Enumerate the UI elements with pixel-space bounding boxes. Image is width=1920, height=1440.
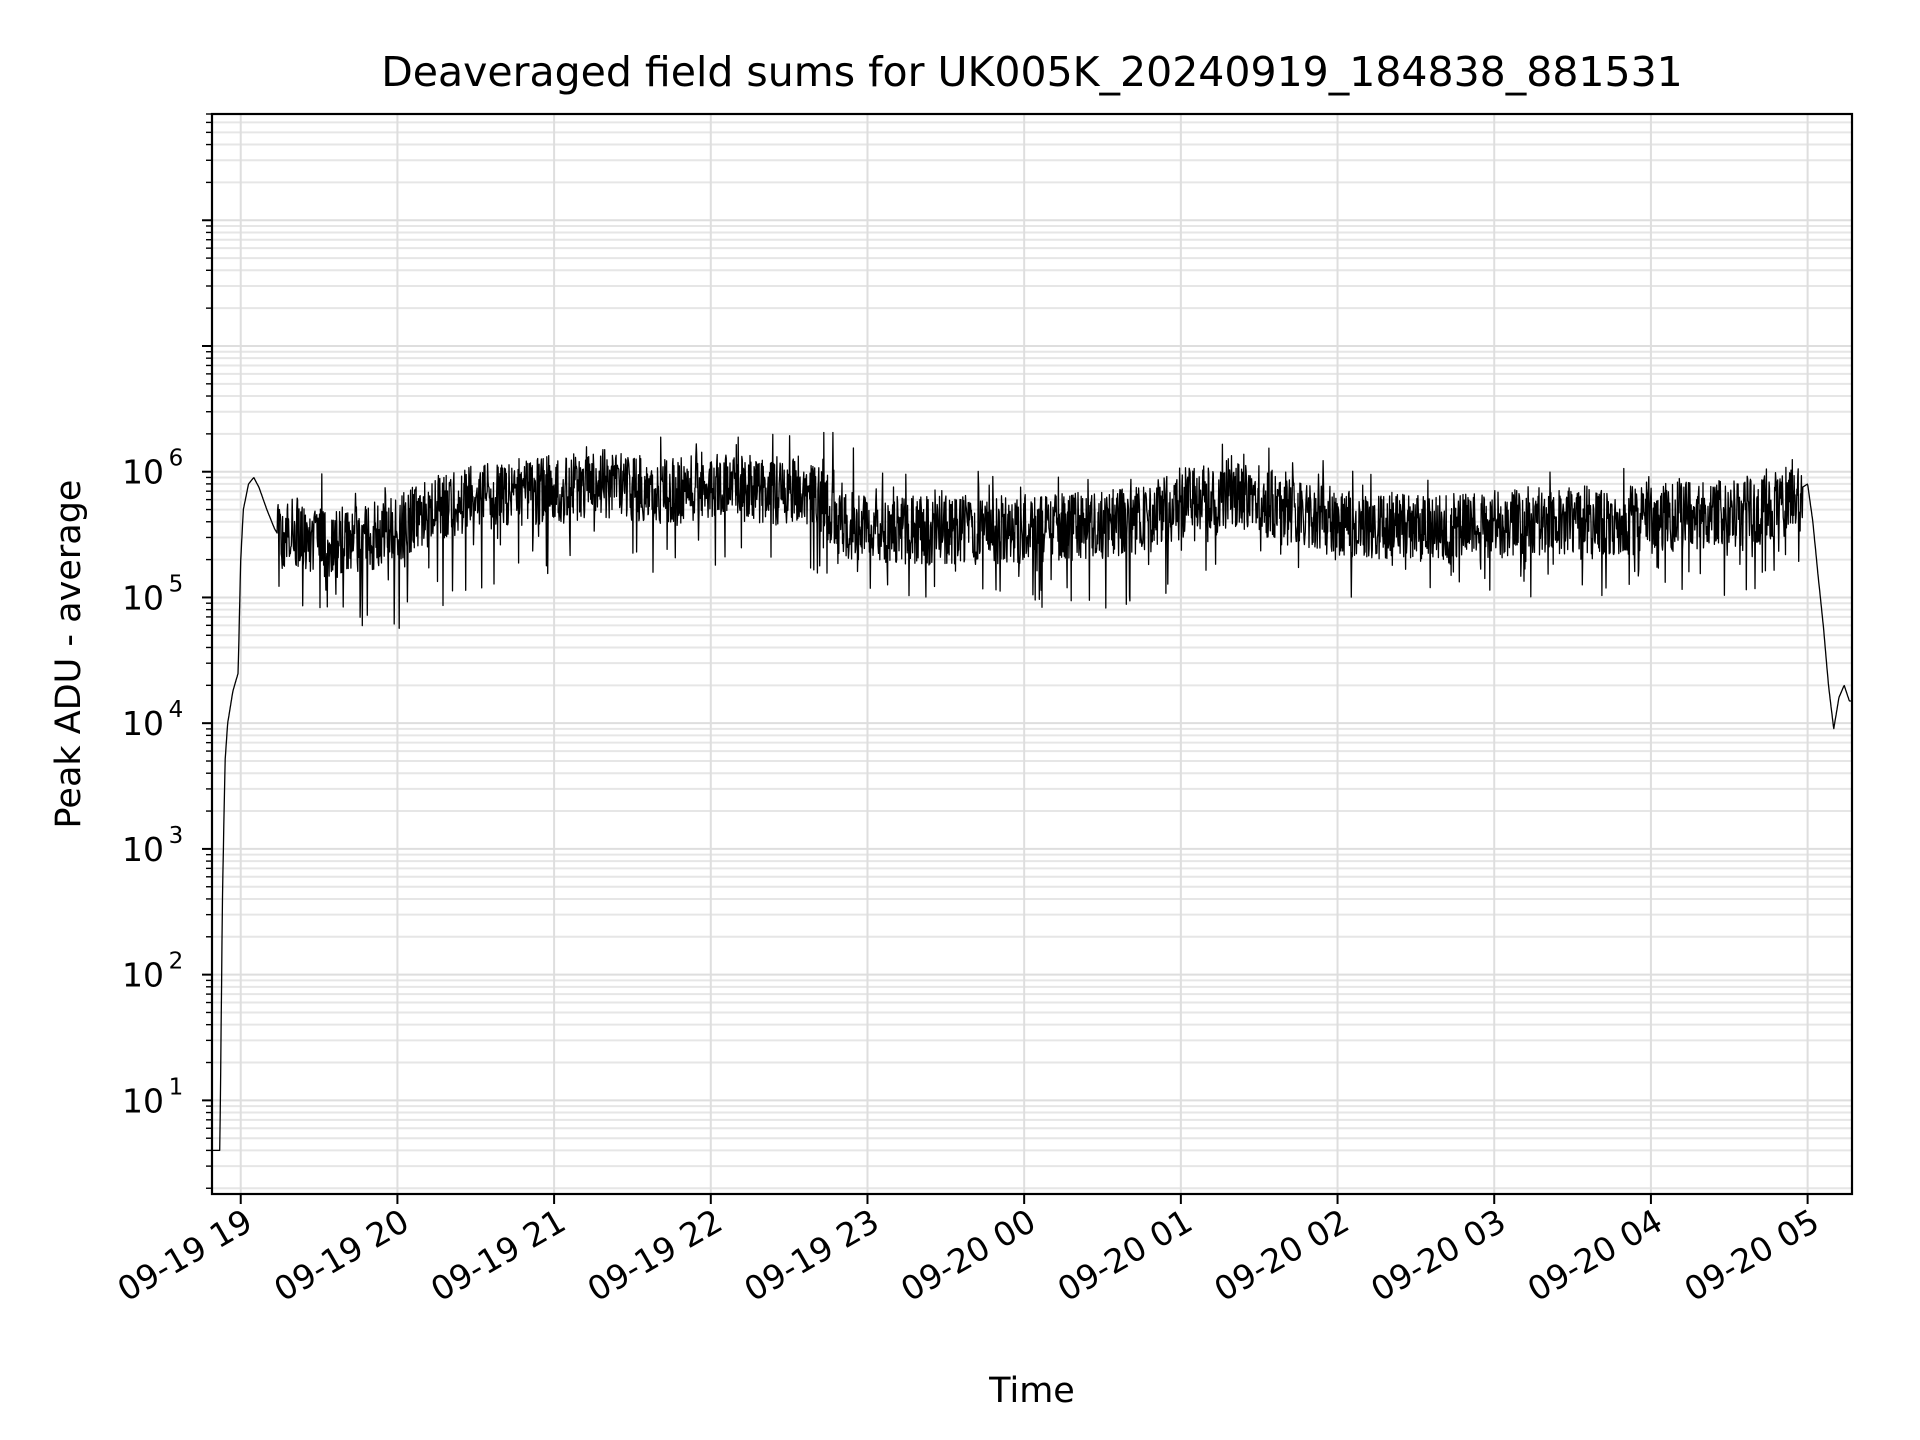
y-tick-exponent: 2 (169, 949, 184, 975)
chart-title: Deaveraged field sums for UK005K_2024091… (381, 48, 1683, 96)
y-tick-label: 10 (122, 453, 164, 492)
y-tick-exponent: 5 (169, 571, 184, 597)
grid (212, 113, 1852, 1194)
y-tick-exponent: 3 (169, 823, 184, 849)
series-line (211, 431, 1853, 1152)
y-tick-label: 10 (122, 1081, 164, 1120)
y-tick-label: 10 (122, 578, 164, 617)
y-tick-exponent: 6 (169, 446, 184, 472)
x-axis-label: Time (988, 1371, 1075, 1411)
y-tick-label: 10 (122, 830, 164, 869)
plot-frame (210, 112, 1854, 1196)
y-axis-label: Peak ADU - average (49, 480, 89, 829)
y-tick-exponent: 1 (169, 1074, 184, 1100)
series-layer (211, 431, 1853, 1152)
y-tick-label: 10 (122, 704, 164, 743)
y-tick-exponent: 4 (169, 697, 184, 723)
y-tick-label: 10 (122, 956, 164, 995)
